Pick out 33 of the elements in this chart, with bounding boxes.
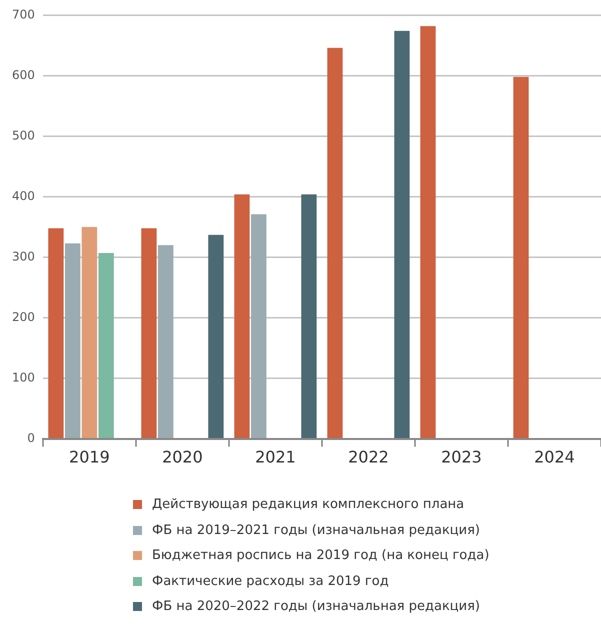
x-tick-label: 2019 [69, 448, 110, 467]
legend-label: ФБ на 2019–2021 годы (изначальная редакция) [152, 522, 480, 538]
y-tick-label: 100 [12, 370, 35, 384]
bar [158, 245, 174, 438]
legend-label: Действующая редакция комплексного плана [152, 497, 464, 512]
bar [141, 228, 157, 438]
legend-label: Бюджетная роспись на 2019 год (на конец года) [152, 548, 490, 564]
bar [208, 234, 224, 438]
x-tick-label: 2022 [348, 448, 389, 467]
x-tick-label: 2023 [441, 448, 482, 467]
bar [327, 48, 343, 438]
y-tick-label: 500 [12, 128, 35, 142]
bar [48, 228, 64, 438]
bar [234, 194, 250, 438]
x-tick-label: 2021 [255, 448, 296, 467]
y-tick-label: 200 [12, 310, 35, 324]
bar [251, 214, 266, 438]
x-tick-label: 2024 [534, 448, 575, 467]
y-tick-label: 0 [27, 430, 35, 445]
y-tick-label: 400 [12, 188, 35, 203]
bar [513, 76, 529, 438]
legend-label: Фактические расходы за 2019 год [152, 574, 389, 589]
bar [98, 253, 114, 438]
bar [394, 30, 410, 438]
bar [82, 227, 98, 438]
bar [420, 26, 436, 438]
legend-label: ФБ на 2020–2022 годы (изначальная редакция) [152, 599, 480, 614]
bar [301, 194, 317, 438]
y-tick-label: 600 [12, 68, 35, 82]
y-tick-label: 300 [12, 249, 35, 264]
x-tick-label: 2020 [162, 448, 203, 467]
bar [64, 243, 80, 438]
y-tick-label: 700 [12, 7, 35, 22]
